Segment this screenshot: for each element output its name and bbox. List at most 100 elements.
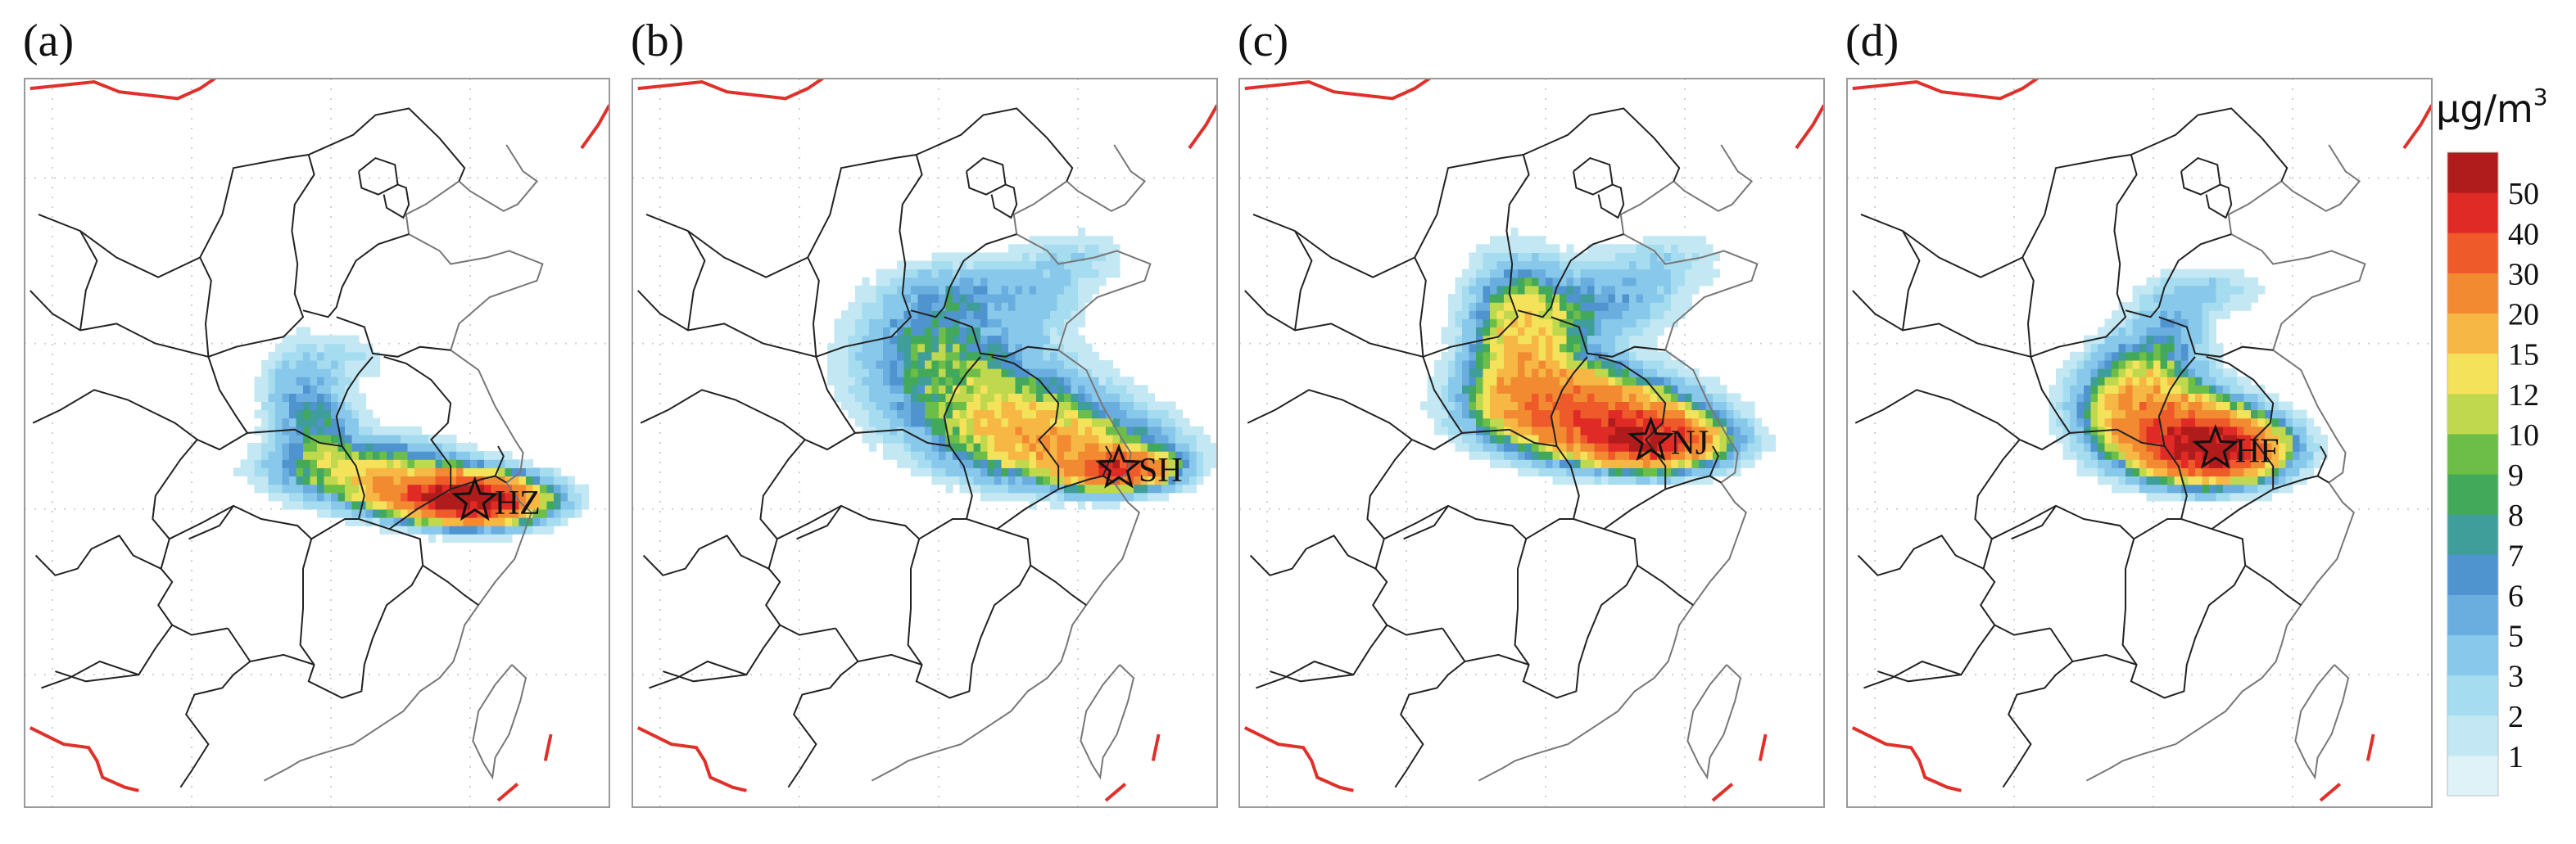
concentration-cell xyxy=(1566,302,1574,311)
concentration-cell xyxy=(1036,260,1044,270)
concentration-cell xyxy=(1043,260,1051,270)
concentration-cell xyxy=(387,492,395,502)
concentration-cell xyxy=(2251,294,2259,303)
concentration-cell xyxy=(1015,318,1023,327)
concentration-cell xyxy=(1601,377,1609,386)
concentration-cell xyxy=(994,401,1003,411)
concentration-cell xyxy=(1092,244,1100,253)
concentration-cell xyxy=(1705,260,1714,270)
concentration-cell xyxy=(890,277,898,287)
concentration-cell xyxy=(1015,368,1023,377)
concentration-cell xyxy=(2132,294,2140,303)
concentration-cell xyxy=(2216,443,2224,452)
concentration-cell xyxy=(890,318,898,327)
concentration-cell xyxy=(1050,244,1058,253)
concentration-cell xyxy=(387,508,395,518)
concentration-cell xyxy=(393,526,401,535)
concentration-cell xyxy=(1560,302,1568,311)
concentration-cell xyxy=(1084,443,1093,452)
concentration-cell xyxy=(980,377,989,386)
concentration-cell xyxy=(2181,409,2189,419)
concentration-cell xyxy=(1685,467,1693,476)
concentration-cell xyxy=(2216,484,2224,494)
concentration-cell xyxy=(512,484,520,494)
concentration-cell xyxy=(939,351,947,361)
concentration-cell xyxy=(1175,409,1184,419)
concentration-cell xyxy=(1050,500,1058,510)
concentration-cell xyxy=(359,343,367,353)
concentration-cell xyxy=(2299,451,2307,460)
concentration-cell xyxy=(1210,451,1217,460)
concentration-cell xyxy=(2118,327,2126,336)
concentration-cell xyxy=(1504,451,1512,460)
coastline xyxy=(871,144,1152,782)
concentration-cell xyxy=(931,434,939,444)
concentration-cell xyxy=(1071,492,1079,502)
concentration-cell xyxy=(1643,368,1651,377)
concentration-cell xyxy=(261,467,269,476)
concentration-cell xyxy=(2126,368,2134,377)
concentration-cell xyxy=(2160,484,2168,494)
concentration-cell xyxy=(1699,459,1707,468)
concentration-cell xyxy=(973,451,981,460)
concentration-cell xyxy=(903,409,912,419)
concentration-cell xyxy=(1036,368,1044,377)
concentration-cell xyxy=(1532,459,1540,468)
concentration-cell xyxy=(505,526,513,535)
concentration-cell xyxy=(876,302,884,311)
concentration-cell xyxy=(1001,327,1009,336)
concentration-cell xyxy=(1189,484,1197,494)
concentration-cell xyxy=(1615,318,1623,327)
concentration-cell xyxy=(2216,393,2224,402)
concentration-cell xyxy=(1608,417,1616,427)
concentration-cell xyxy=(2153,393,2162,402)
concentration-cell xyxy=(1664,351,1672,361)
colorbar-tick-label: 10 xyxy=(2508,418,2539,453)
concentration-cell xyxy=(1608,252,1616,262)
concentration-cell xyxy=(917,359,926,369)
concentration-cell xyxy=(442,500,450,510)
concentration-cell xyxy=(1483,385,1491,394)
concentration-cell xyxy=(1140,434,1148,444)
concentration-cell xyxy=(324,434,332,444)
concentration-cell xyxy=(1747,443,1755,452)
concentration-cell xyxy=(2223,409,2231,419)
concentration-cell xyxy=(1510,451,1519,460)
concentration-cell xyxy=(1098,467,1107,476)
concentration-cell xyxy=(890,434,898,444)
concentration-cell xyxy=(1441,368,1449,377)
concentration-cell xyxy=(1685,417,1693,427)
concentration-cell xyxy=(1594,426,1602,436)
concentration-cell xyxy=(1719,401,1727,411)
concentration-cell xyxy=(1524,260,1532,270)
concentration-cell xyxy=(2181,377,2189,386)
concentration-cell xyxy=(2098,377,2106,386)
concentration-cell xyxy=(959,327,967,336)
concentration-cell xyxy=(2146,335,2154,345)
concentration-cell xyxy=(296,467,304,476)
concentration-cell xyxy=(1580,294,1588,303)
concentration-cell xyxy=(1120,484,1128,494)
concentration-cell xyxy=(1518,359,1526,369)
concentration-cell xyxy=(2293,476,2301,485)
concentration-cell xyxy=(1504,277,1512,287)
concentration-cell xyxy=(1057,302,1065,311)
concentration-cell xyxy=(351,377,360,386)
concentration-cell xyxy=(1161,492,1170,502)
concentration-cell xyxy=(1078,500,1086,510)
concentration-cell xyxy=(2056,377,2064,386)
concentration-cell xyxy=(1733,401,1741,411)
concentration-cell xyxy=(925,417,933,427)
concentration-cell xyxy=(2126,434,2134,444)
concentration-cell xyxy=(421,476,429,485)
concentration-cell xyxy=(442,526,450,535)
concentration-cell xyxy=(1078,228,1086,237)
concentration-cell xyxy=(1691,417,1700,427)
colorbar-tick-label: 12 xyxy=(2508,378,2539,413)
concentration-cell xyxy=(1601,310,1609,319)
concentration-cell xyxy=(987,327,995,336)
concentration-cell xyxy=(876,269,884,278)
concentration-cell xyxy=(848,335,856,345)
concentration-cell xyxy=(1441,393,1449,402)
concentration-cell xyxy=(1496,385,1505,394)
